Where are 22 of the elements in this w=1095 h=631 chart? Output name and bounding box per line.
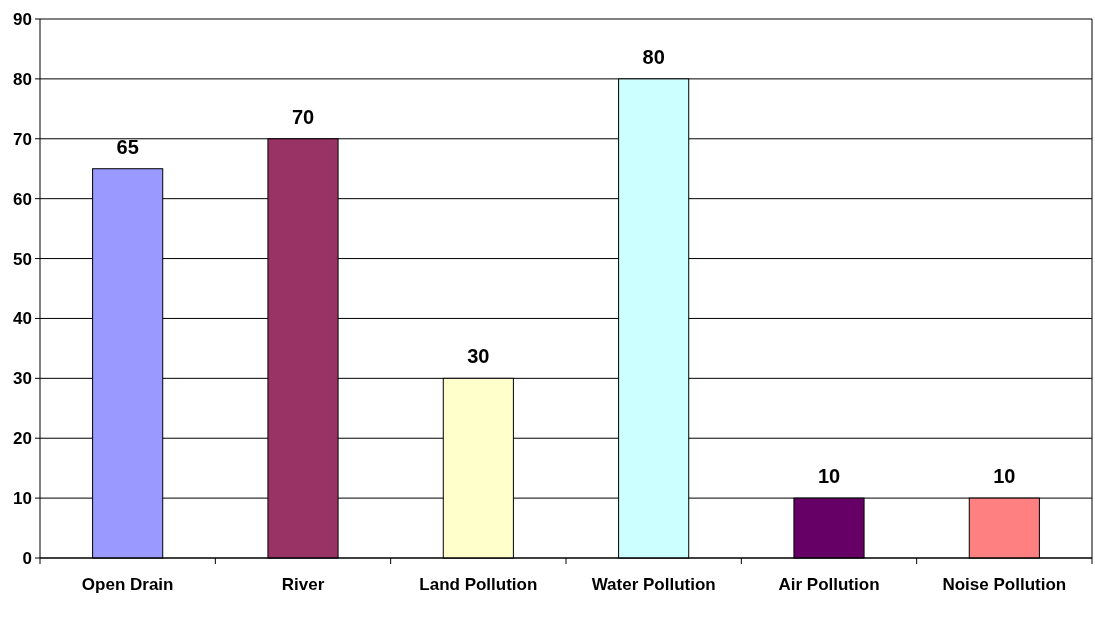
- x-tick-label: Land Pollution: [419, 575, 538, 594]
- y-tick-label: 10: [13, 489, 32, 509]
- y-tick-label: 90: [13, 9, 32, 29]
- data-label: 80: [642, 45, 665, 68]
- y-tick-label: 60: [13, 189, 32, 209]
- x-tick-label: River: [281, 575, 325, 594]
- x-tick-label: Water Pollution: [591, 575, 716, 594]
- y-tick-label: 20: [13, 429, 32, 449]
- data-label: 10: [993, 465, 1016, 488]
- data-label: 65: [116, 135, 139, 158]
- y-tick-label: 50: [13, 249, 32, 269]
- y-tick-label: 40: [13, 309, 32, 329]
- data-label: 70: [291, 105, 315, 128]
- y-tick-label: 70: [13, 129, 32, 149]
- x-tick-label: Air Pollution: [778, 575, 880, 594]
- data-label: 10: [817, 465, 841, 488]
- data-label: 30: [467, 345, 490, 368]
- x-tick-label: Noise Pollution: [942, 575, 1067, 594]
- x-tick-label: Open Drain: [81, 575, 174, 594]
- y-tick-label: 80: [13, 69, 32, 89]
- y-tick-label: 0: [22, 548, 32, 568]
- y-tick-label: 30: [13, 369, 32, 389]
